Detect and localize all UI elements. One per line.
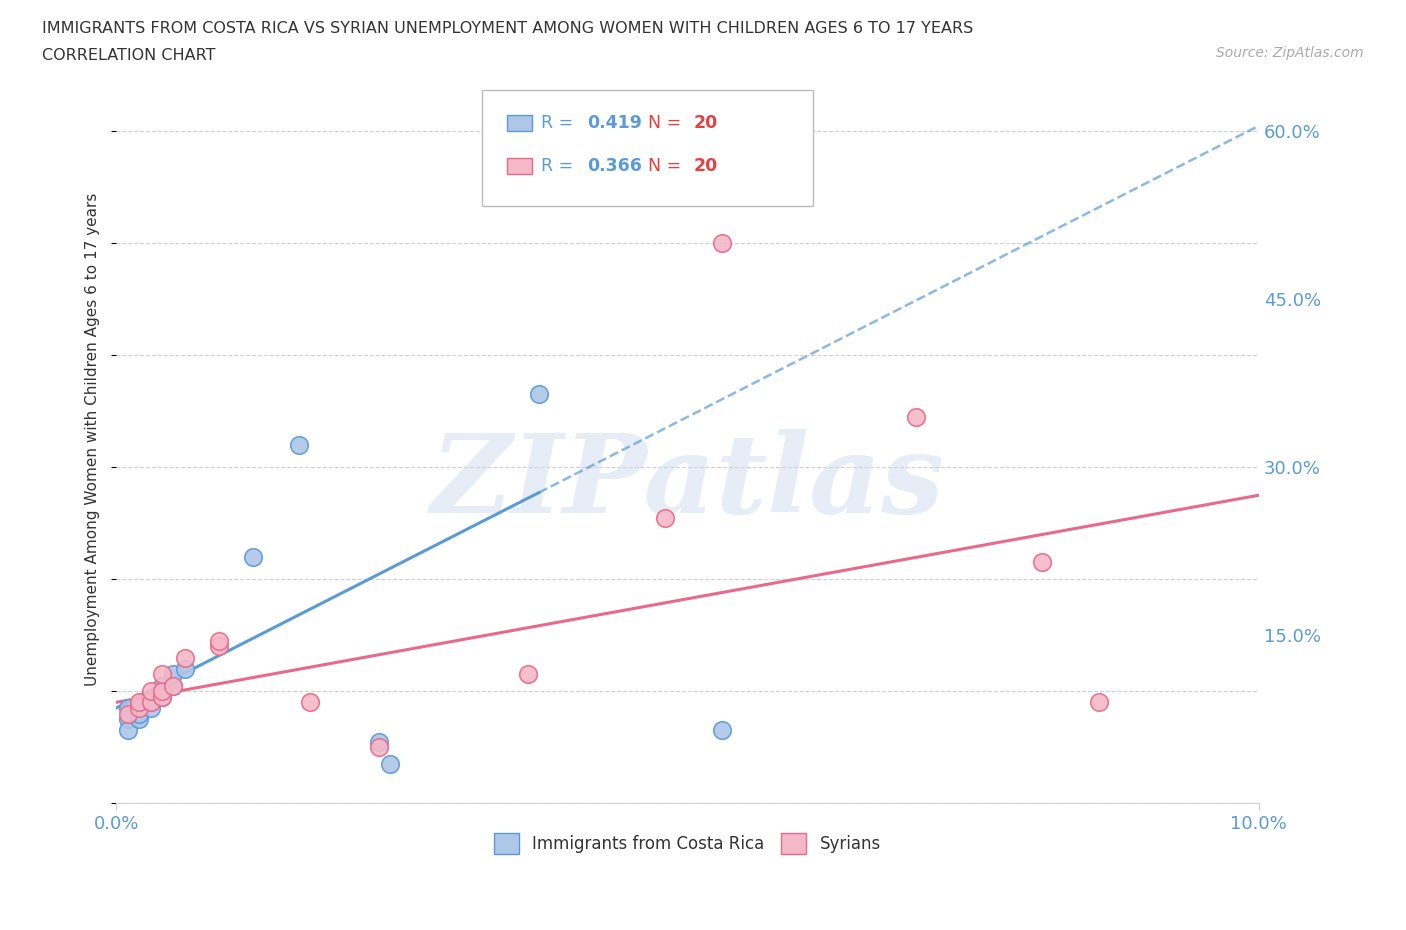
Point [208,633,231,648]
Point [162,667,184,682]
Point [516,667,538,682]
Text: ZIPatlas: ZIPatlas [430,429,945,537]
Point [117,711,139,726]
Text: 20: 20 [693,157,717,176]
Point [117,706,139,721]
Point [380,756,402,771]
Text: N =: N = [648,157,686,176]
Point [128,695,150,710]
Text: Source: ZipAtlas.com: Source: ZipAtlas.com [1216,46,1364,60]
Text: R =: R = [541,113,579,132]
Point [150,689,173,704]
Point [173,661,195,676]
Point [150,689,173,704]
Point [139,684,162,698]
Point [299,695,322,710]
Text: 0.366: 0.366 [586,157,641,176]
Point [288,437,311,452]
Bar [508,114,531,131]
Point [150,684,173,698]
Y-axis label: Unemployment Among Women with Children Ages 6 to 17 years: Unemployment Among Women with Children A… [86,193,100,686]
Point [368,739,391,754]
Text: 20: 20 [693,113,717,132]
Point [368,734,391,749]
Point [128,711,150,726]
Point [128,706,150,721]
Text: N =: N = [648,113,686,132]
Point [162,678,184,693]
Point [710,236,733,251]
Point [150,678,173,693]
Text: CORRELATION CHART: CORRELATION CHART [42,48,215,63]
Text: IMMIGRANTS FROM COSTA RICA VS SYRIAN UNEMPLOYMENT AMONG WOMEN WITH CHILDREN AGES: IMMIGRANTS FROM COSTA RICA VS SYRIAN UNE… [42,21,973,36]
Point [1031,555,1053,570]
Point [139,700,162,715]
Point [128,700,150,715]
Point [117,723,139,737]
Point [173,650,195,665]
Point [117,700,139,715]
Point [128,700,150,715]
Point [208,639,231,654]
Legend: Immigrants from Costa Rica, Syrians: Immigrants from Costa Rica, Syrians [488,827,887,860]
Text: 0.419: 0.419 [586,113,641,132]
Point [904,409,927,424]
Point [527,387,550,402]
FancyBboxPatch shape [482,90,813,206]
Point [150,667,173,682]
Point [242,550,264,565]
Point [654,511,676,525]
Text: R =: R = [541,157,579,176]
Point [1087,695,1109,710]
Point [162,678,184,693]
Point [139,695,162,710]
Point [710,723,733,737]
Point [150,684,173,698]
Point [139,695,162,710]
Bar [508,158,531,175]
